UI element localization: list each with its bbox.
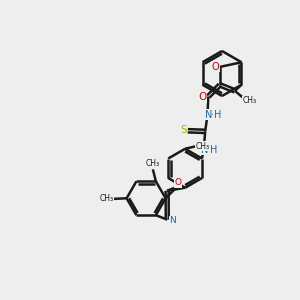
- Text: ·H: ·H: [211, 110, 221, 120]
- Text: O: O: [199, 92, 207, 102]
- Text: CH₃: CH₃: [242, 96, 256, 105]
- Text: N: N: [169, 216, 176, 225]
- Text: CH₃: CH₃: [146, 160, 160, 169]
- Text: ·H: ·H: [207, 145, 217, 155]
- Text: CH₃: CH₃: [195, 142, 209, 151]
- Text: CH₃: CH₃: [100, 194, 114, 203]
- Text: N: N: [201, 145, 208, 155]
- Text: O: O: [212, 61, 219, 72]
- Text: N: N: [205, 110, 212, 120]
- Text: S: S: [180, 125, 187, 136]
- Text: O: O: [175, 178, 182, 187]
